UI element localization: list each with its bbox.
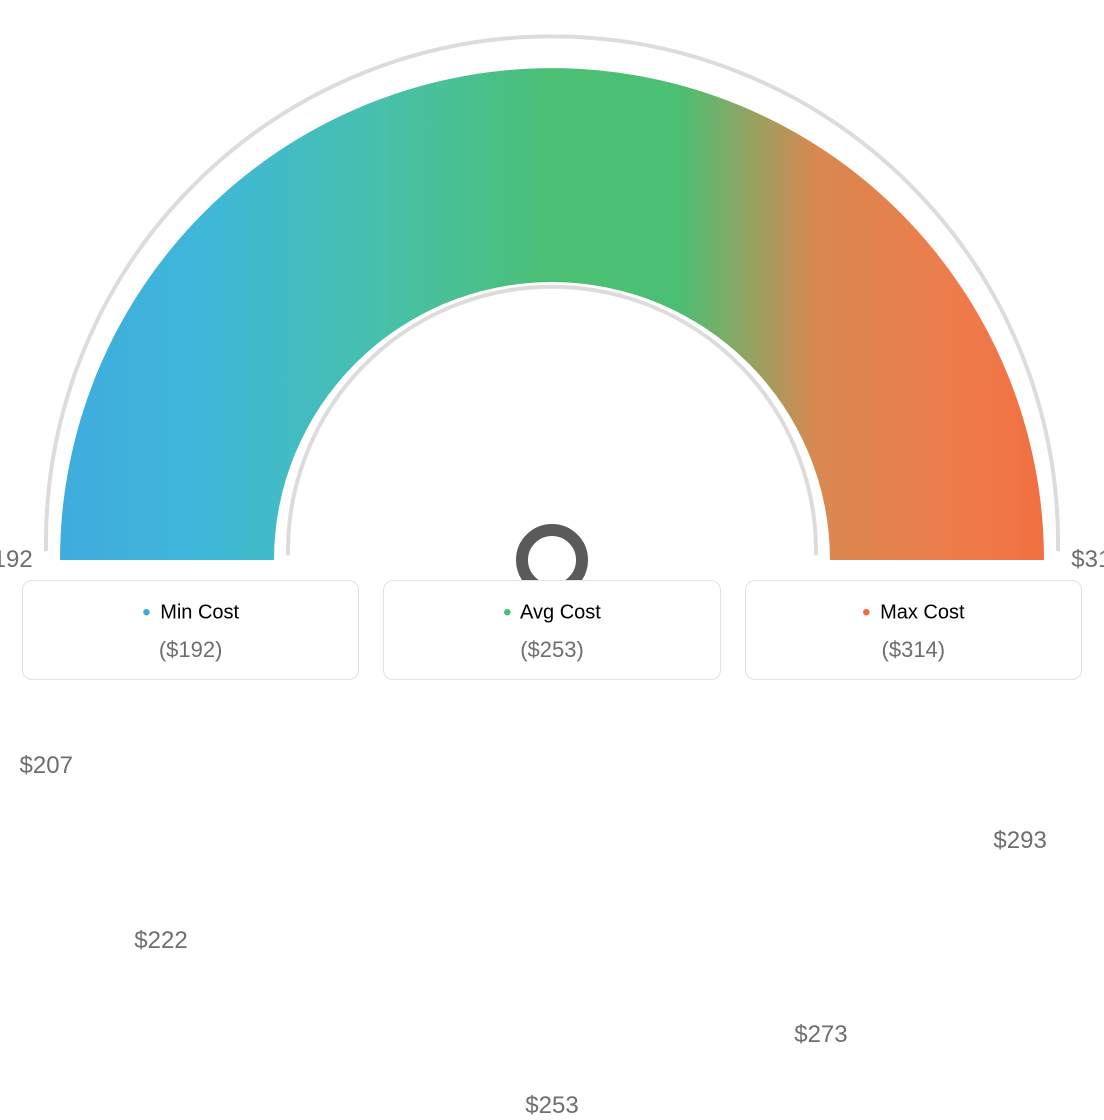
gauge-svg	[22, 20, 1082, 580]
gauge-scale-label: $273	[794, 1021, 847, 1049]
legend-title-min: • Min Cost	[33, 599, 348, 627]
legend-card-avg: • Avg Cost ($253)	[383, 580, 720, 680]
legend-label: Min Cost	[160, 601, 239, 623]
gauge-scale-label: $207	[20, 752, 73, 780]
legend-value-avg: ($253)	[394, 637, 709, 663]
legend-label: Max Cost	[880, 601, 964, 623]
legend-card-max: • Max Cost ($314)	[745, 580, 1082, 680]
cost-gauge-chart: $192$207$222$253$273$293$314	[22, 20, 1082, 580]
gauge-scale-label: $293	[993, 827, 1046, 855]
gauge-scale-label: $253	[525, 1092, 578, 1120]
legend-label: Avg Cost	[520, 601, 601, 623]
legend-title-avg: • Avg Cost	[394, 599, 709, 627]
legend-value-max: ($314)	[756, 637, 1071, 663]
gauge-scale-label: $222	[134, 927, 187, 955]
legend-card-min: • Min Cost ($192)	[22, 580, 359, 680]
dot-icon: •	[503, 599, 511, 626]
legend-title-max: • Max Cost	[756, 599, 1071, 627]
dot-icon: •	[862, 599, 870, 626]
dot-icon: •	[142, 599, 150, 626]
legend-row: • Min Cost ($192) • Avg Cost ($253) • Ma…	[22, 580, 1082, 680]
gauge-scale-label: $192	[0, 546, 33, 574]
legend-value-min: ($192)	[33, 637, 348, 663]
gauge-scale-label: $314	[1071, 546, 1104, 574]
